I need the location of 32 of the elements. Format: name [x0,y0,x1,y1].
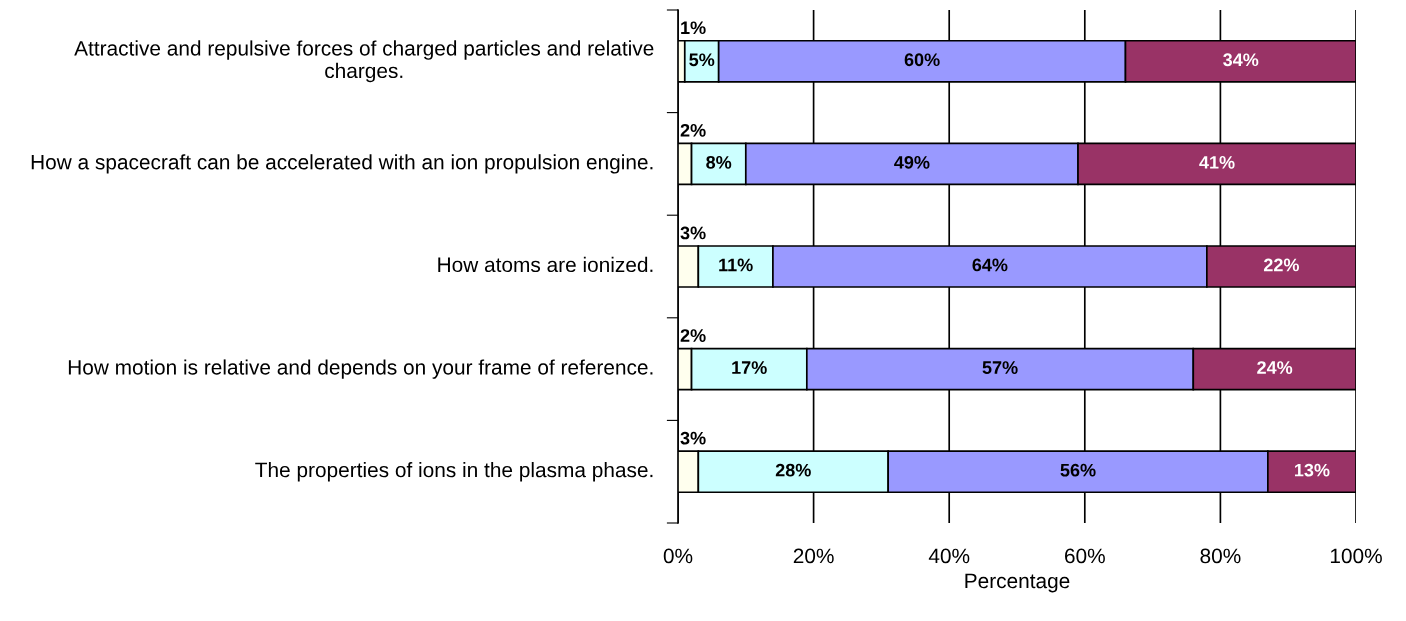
y-tick-label: The properties of ions in the plasma phase. [255,461,653,482]
data-label: 22% [1263,258,1300,272]
data-label: 34% [1223,53,1259,67]
data-label: 64% [972,258,1008,272]
x-tick-label: 40% [928,548,970,564]
data-label: 13% [1295,463,1330,477]
y-tick-label: How atoms are ionized. [438,256,653,273]
data-label: 24% [1257,361,1293,374]
y-tick-label: How motion is relative and depends on your frame of reference. [68,359,653,379]
x-tick-label: 100% [1330,548,1382,564]
x-axis-title: Percentage [965,573,1070,593]
data-label: 8% [706,155,732,169]
data-label: 28% [775,463,811,477]
data-label: 17% [732,361,767,374]
data-label: 41% [1199,156,1235,169]
data-label: 56% [1060,463,1096,477]
x-tick-label: 0% [663,548,693,564]
data-label: 11% [719,258,753,272]
x-tick-label: 20% [793,548,834,564]
data-label: 1% [681,21,706,35]
data-label: 5% [689,53,715,67]
data-label: 2% [680,123,706,137]
data-label: 49% [894,155,930,169]
data-label: 2% [680,329,706,342]
data-label: 3% [680,226,706,240]
y-tick-label: Attractive and repulsive forces of charged particles and relative charges. [74,40,654,83]
y-tick-label: How a spacecraft can be accelerated with an ion propulsion engine. [31,154,653,174]
data-label: 57% [982,361,1018,374]
data-label: 3% [680,431,706,445]
data-label: 60% [904,53,940,67]
x-tick-label: 80% [1200,548,1241,564]
x-tick-label: 60% [1065,548,1105,564]
